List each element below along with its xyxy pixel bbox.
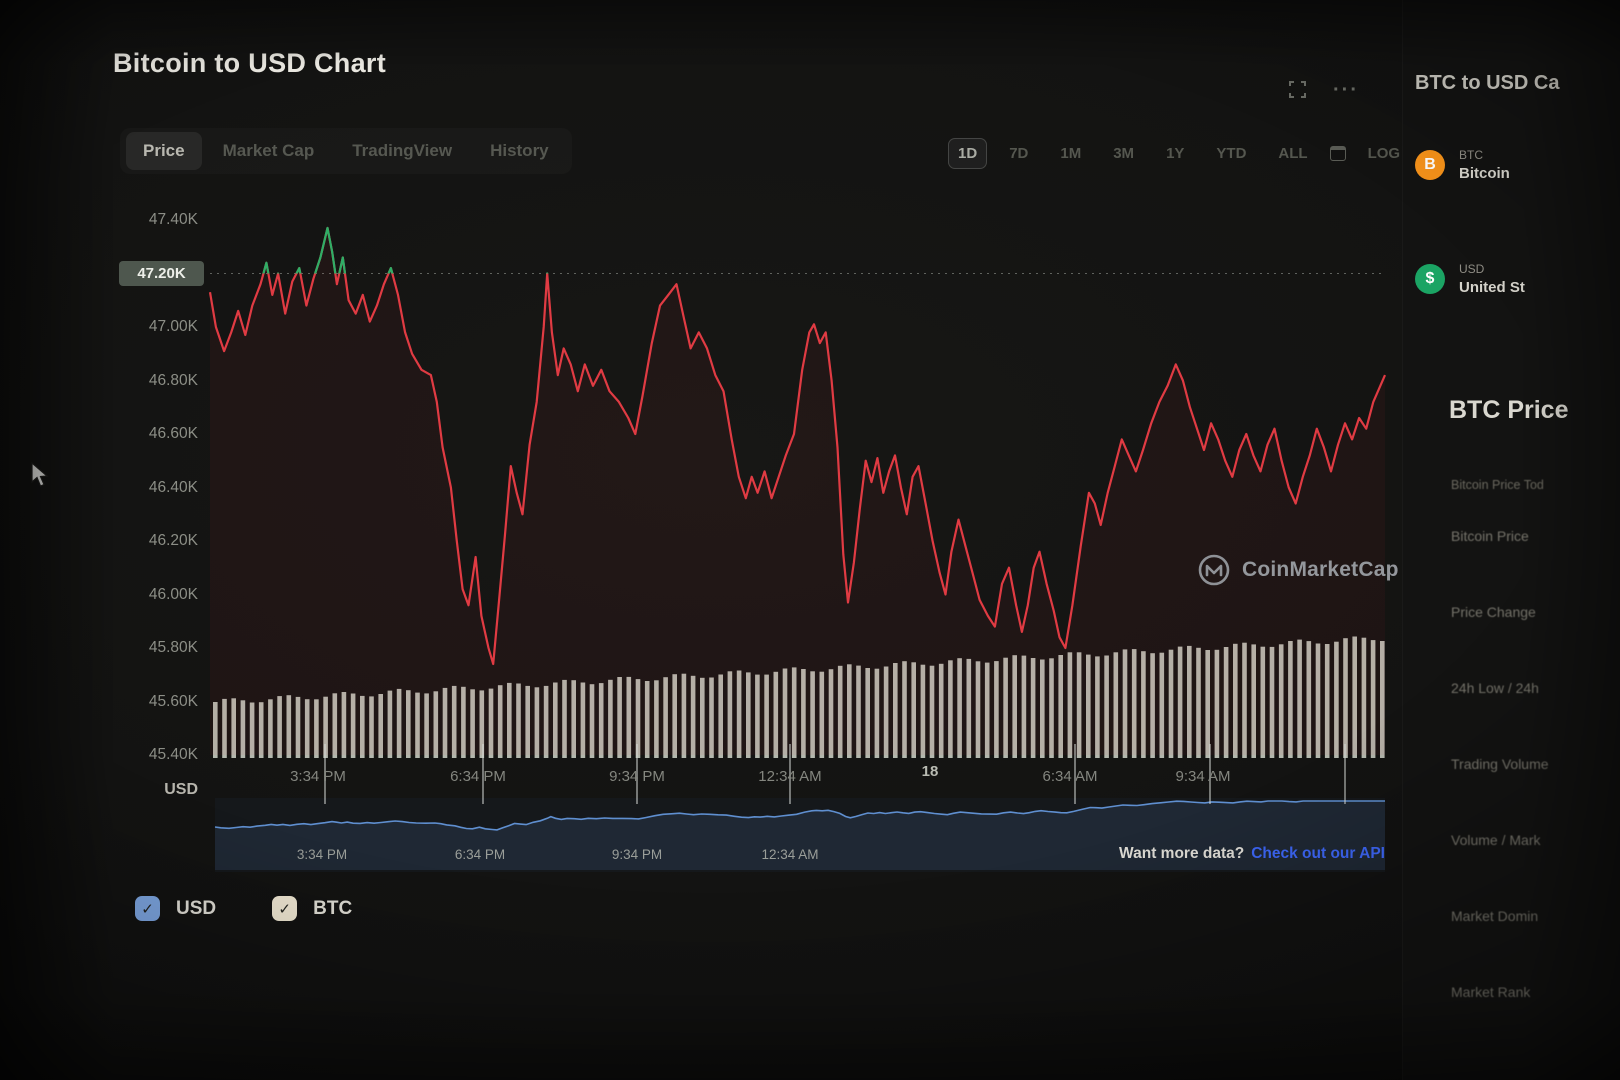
legend-item-btc[interactable]: ✓ BTC (272, 896, 352, 921)
legend-checkbox-btc[interactable]: ✓ (272, 896, 297, 921)
y-axis-tick: 47.00K (108, 318, 198, 336)
y-axis-tick: 46.20K (108, 532, 198, 550)
coin-symbol: BTC (1459, 148, 1510, 162)
y-axis-tick: 45.40K (108, 746, 198, 764)
x-axis-tick: 12:34 AM (758, 768, 821, 785)
y-axis-unit: USD (108, 781, 198, 799)
coin-name: United St (1459, 279, 1525, 296)
navigator-tick: 3:34 PM (297, 847, 347, 862)
converter-row-btc[interactable]: B BTC Bitcoin (1415, 148, 1510, 182)
navigator-tick: 9:34 PM (612, 847, 662, 862)
bitcoin-chart-page: { "header": { "title": "Bitcoin to USD C… (0, 0, 1620, 1080)
tab-price[interactable]: Price (126, 132, 202, 170)
legend-label: BTC (313, 898, 352, 920)
chart-tabs: PriceMarket CapTradingViewHistory (120, 128, 572, 174)
tab-market-cap[interactable]: Market Cap (206, 132, 332, 170)
stat-row: Bitcoin Price (1451, 528, 1529, 544)
y-axis-tick: 46.60K (108, 425, 198, 443)
fullscreen-icon[interactable] (1288, 80, 1307, 99)
range-1d[interactable]: 1D (948, 138, 987, 169)
legend-checkbox-usd[interactable]: ✓ (135, 896, 160, 921)
price-area-fill (210, 228, 1385, 755)
stat-row: 24h Low / 24h (1451, 680, 1539, 696)
calendar-icon[interactable] (1330, 146, 1346, 161)
watermark: CoinMarketCap (1196, 552, 1399, 588)
x-axis-tick: 9:34 PM (609, 768, 665, 785)
api-link[interactable]: Check out our API (1251, 845, 1385, 862)
coin-name: Bitcoin (1459, 165, 1510, 182)
x-axis-tick: 3:34 PM (290, 768, 346, 785)
y-axis-tick: 47.40K (108, 211, 198, 229)
x-axis-tick: 6:34 PM (450, 768, 506, 785)
x-axis-tick: 18 (922, 763, 939, 780)
converter-title: BTC to USD Ca (1415, 72, 1559, 95)
range-ytd[interactable]: YTD (1206, 138, 1256, 169)
btc-coin-icon: B (1415, 150, 1445, 180)
x-axis-tick: 6:34 AM (1042, 768, 1097, 785)
coin-symbol: USD (1459, 262, 1525, 276)
stats-title: BTC Price (1449, 396, 1568, 425)
api-banner: Want more data? Check out our API (985, 845, 1385, 863)
api-banner-text: Want more data? (1119, 845, 1244, 862)
right-sidebar: BTC to USD Ca B BTC Bitcoin $ USD United… (1402, 0, 1620, 1080)
navigator-tick: 6:34 PM (455, 847, 505, 862)
range-7d[interactable]: 7D (999, 138, 1038, 169)
range-1y[interactable]: 1Y (1156, 138, 1194, 169)
range-selector: 1D7D1M3M1YYTDALL LOG (948, 138, 1410, 169)
page-title: Bitcoin to USD Chart (113, 48, 386, 79)
stats-subtitle: Bitcoin Price Tod (1451, 478, 1544, 492)
stat-row: Market Rank (1451, 984, 1530, 1000)
y-axis-tick: 46.00K (108, 586, 198, 604)
y-axis-tick: 45.60K (108, 693, 198, 711)
y-axis-tick: 45.80K (108, 639, 198, 657)
range-3m[interactable]: 3M (1103, 138, 1144, 169)
stat-row: Price Change (1451, 604, 1536, 620)
x-axis-tick: 9:34 AM (1175, 768, 1230, 785)
series-legend: ✓ USD ✓ BTC (135, 896, 352, 921)
tab-history[interactable]: History (473, 132, 566, 170)
more-options-icon[interactable]: ··· (1333, 85, 1359, 95)
legend-label: USD (176, 898, 216, 920)
range-1m[interactable]: 1M (1050, 138, 1091, 169)
watermark-text: CoinMarketCap (1242, 558, 1399, 582)
coinmarketcap-logo-icon (1196, 552, 1232, 588)
range-all[interactable]: ALL (1268, 138, 1317, 169)
current-price-badge: 47.20K (119, 261, 204, 286)
navigator-tick: 12:34 AM (761, 847, 818, 862)
mouse-cursor (30, 462, 52, 488)
stat-row: Volume / Mark (1451, 832, 1540, 848)
stat-row: Trading Volume (1451, 756, 1549, 772)
y-axis-tick: 46.40K (108, 479, 198, 497)
stat-row: Market Domin (1451, 908, 1538, 924)
converter-row-usd[interactable]: $ USD United St (1415, 262, 1525, 296)
usd-coin-icon: $ (1415, 264, 1445, 294)
legend-item-usd[interactable]: ✓ USD (135, 896, 216, 921)
tab-tradingview[interactable]: TradingView (335, 132, 469, 170)
y-axis-tick: 46.80K (108, 372, 198, 390)
